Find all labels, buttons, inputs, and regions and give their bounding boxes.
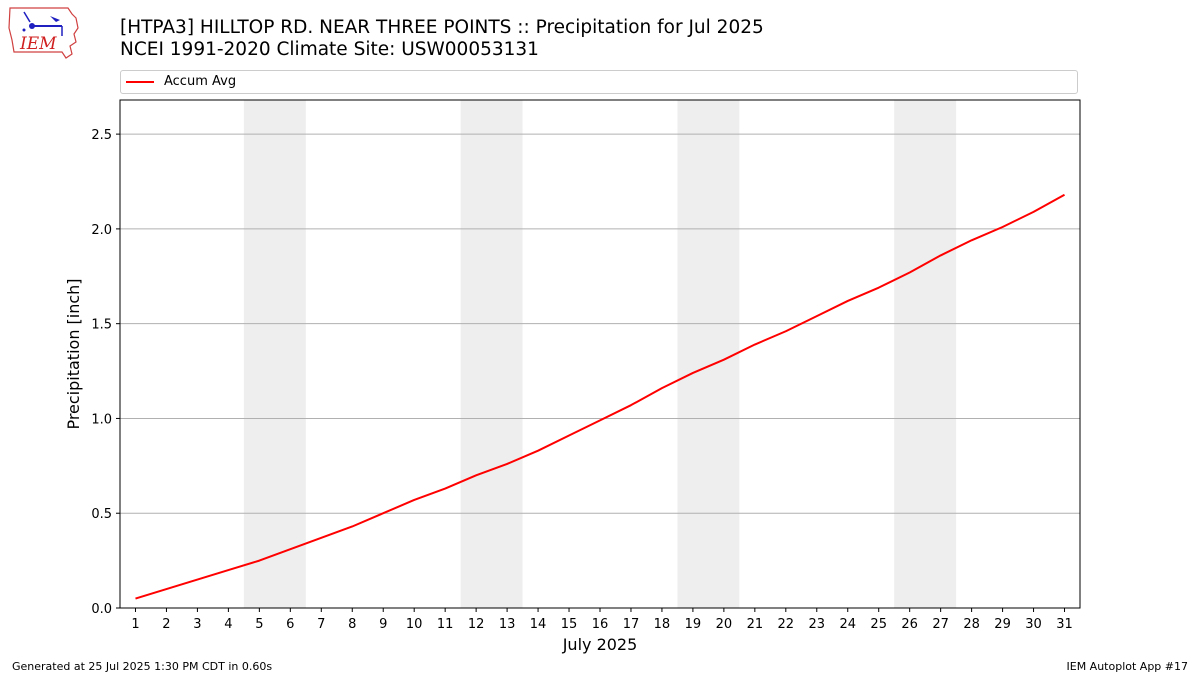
- y-tick-label: 1.5: [91, 318, 112, 333]
- x-tick-label: 9: [379, 617, 387, 632]
- logo-text: IEM: [20, 34, 57, 54]
- weekend-band: [677, 100, 740, 608]
- x-tick-label: 27: [932, 617, 949, 632]
- weekend-band: [460, 100, 523, 608]
- x-tick-label: 10: [406, 617, 423, 632]
- x-tick-label: 21: [747, 617, 764, 632]
- y-tick-label: 1.0: [91, 412, 112, 427]
- x-tick-label: 28: [963, 617, 980, 632]
- x-tick-label: 19: [685, 617, 702, 632]
- x-tick-label: 11: [437, 617, 454, 632]
- x-tick-label: 2: [162, 617, 170, 632]
- x-tick-label: 30: [1025, 617, 1042, 632]
- y-tick-label: 0.5: [91, 507, 112, 522]
- x-tick-label: 8: [348, 617, 356, 632]
- chart-title: [HTPA3] HILLTOP RD. NEAR THREE POINTS ::…: [120, 17, 764, 38]
- legend-swatch-accum-avg: [126, 81, 154, 83]
- x-tick-label: 29: [994, 617, 1011, 632]
- x-tick-label: 22: [778, 617, 795, 632]
- y-tick-label: 2.5: [91, 128, 112, 143]
- chart-legend: Accum Avg: [120, 70, 1078, 94]
- x-tick-label: 1: [131, 617, 139, 632]
- x-tick-label: 26: [901, 617, 918, 632]
- chart-subtitle: NCEI 1991-2020 Climate Site: USW00053131: [120, 39, 539, 60]
- y-tick-label: 2.0: [91, 223, 112, 238]
- weekend-band: [894, 100, 957, 608]
- x-tick-label: 15: [561, 617, 578, 632]
- x-tick-label: 20: [716, 617, 733, 632]
- legend-label-accum-avg: Accum Avg: [164, 74, 237, 89]
- plot-frame: [119, 99, 1081, 609]
- y-axis-label: Precipitation [inch]: [64, 278, 83, 429]
- weekend-band: [243, 100, 306, 608]
- x-tick-label: 5: [255, 617, 263, 632]
- x-tick-label: 24: [839, 617, 856, 632]
- x-tick-label: 18: [654, 617, 671, 632]
- iem-logo: IEM: [6, 4, 82, 60]
- x-tick-label: 6: [286, 617, 294, 632]
- generated-timestamp: Generated at 25 Jul 2025 1:30 PM CDT in …: [12, 660, 273, 673]
- x-tick-label: 25: [870, 617, 887, 632]
- x-tick-label: 31: [1056, 617, 1073, 632]
- x-axis-label: July 2025: [562, 635, 638, 654]
- x-tick-label: 13: [499, 617, 516, 632]
- x-tick-label: 3: [193, 617, 201, 632]
- iem-logo-graphic: [8, 7, 79, 59]
- x-tick-label: 16: [592, 617, 609, 632]
- series-line-accum-avg: [135, 193, 1065, 600]
- x-tick-label: 12: [468, 617, 485, 632]
- y-tick-label: 0.0: [91, 602, 112, 617]
- x-tick-label: 23: [809, 617, 826, 632]
- x-tick-label: 4: [224, 617, 232, 632]
- autoplot-app-id: IEM Autoplot App #17: [1066, 660, 1189, 673]
- x-tick-label: 17: [623, 617, 640, 632]
- x-tick-label: 14: [530, 617, 547, 632]
- x-tick-label: 7: [317, 617, 325, 632]
